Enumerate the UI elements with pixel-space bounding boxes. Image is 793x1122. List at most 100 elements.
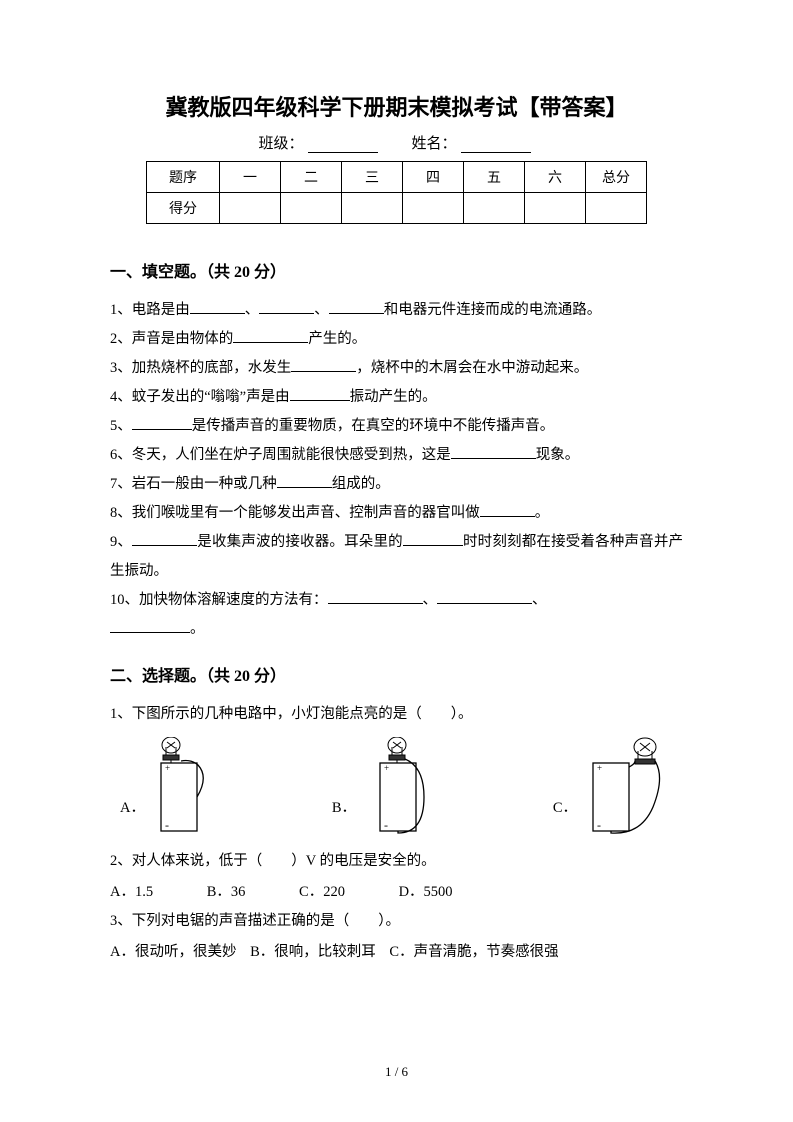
q3-text: ，烧杯中的木屑会在水中游动起来。 [356,360,588,376]
fill-blank[interactable] [480,502,535,517]
q10-text: 10、加快物体溶解速度的方法有： [110,592,328,608]
q9-text: 9、 [110,534,132,550]
opt-a-label: A． [120,796,145,837]
q10-sep: 、 [423,592,438,608]
q4-text: 振动产生的。 [350,389,437,405]
s2-q2-options: A．1.5 B．36 C．220 D．5500 [110,880,683,901]
q10: 10、加快物体溶解速度的方法有： 、 、。 [110,586,683,644]
s2-q1: 1、下图所示的几种电路中，小灯泡能点亮的是（ ）。 [110,700,683,729]
opt-a: A．很动听，很美妙 [110,940,236,961]
opt-d: D．5500 [399,880,453,901]
table-row: 题序 一 二 三 四 五 六 总分 [147,162,647,193]
fill-blank[interactable] [290,386,350,401]
q2: 2、声音是由物体的 产生的。 [110,325,683,354]
score-cell: 二 [281,162,342,193]
page-content: 冀教版四年级科学下册期末模拟考试【带答案】 班级： 姓名： 题序 一 二 三 四… [0,0,793,961]
score-cell[interactable] [220,193,281,224]
circuit-a-icon: + - [151,737,221,837]
score-cell: 三 [342,162,403,193]
q1-text: 1、电路是由 [110,302,190,318]
fill-blank[interactable] [233,328,308,343]
fill-blank[interactable] [403,531,463,546]
fill-blank[interactable] [132,415,192,430]
fill-blank[interactable] [451,444,536,459]
q1-text: 和电器元件连接而成的电流通路。 [384,302,602,318]
opt-c: C．220 [299,880,345,901]
score-cell: 一 [220,162,281,193]
q9: 9、是收集声波的接收器。耳朵里的时时刻刻都在接受着各种声音并产生振动。 [110,528,683,586]
page-number: 1 / 6 [0,1064,793,1080]
q2-text: 产生的。 [308,331,366,347]
svg-text:-: - [165,818,169,832]
score-cell[interactable] [464,193,525,224]
name-blank[interactable] [461,138,531,153]
opt-c: C．声音清脆，节奏感很强 [389,940,558,961]
class-name-row: 班级： 姓名： [110,132,683,153]
q6-text: 6、冬天，人们坐在炉子周围就能很快感受到热，这是 [110,447,451,463]
class-blank[interactable] [308,138,378,153]
class-label: 班级： [258,136,303,152]
fill-blank[interactable] [259,299,314,314]
q10-sep: 、 [532,592,547,608]
q6-text: 现象。 [536,447,580,463]
opt-c-label: C． [553,796,577,837]
score-cell: 四 [403,162,464,193]
q2-text: 2、声音是由物体的 [110,331,233,347]
svg-text:+: + [384,763,389,773]
s2-q3-options: A．很动听，很美妙 B．很响，比较刺耳 C．声音清脆，节奏感很强 [110,940,683,961]
q8-text: 8、我们喉咙里有一个能够发出声音、控制声音的器官叫做 [110,505,480,521]
score-cell[interactable] [281,193,342,224]
opt-b: B．很响，比较刺耳 [250,940,376,961]
q9-text: 是收集声波的接收器。耳朵里的 [197,534,403,550]
score-cell[interactable] [525,193,586,224]
table-row: 得分 [147,193,647,224]
score-cell: 得分 [147,193,220,224]
score-cell: 五 [464,162,525,193]
fill-blank[interactable] [328,589,423,604]
fill-blank[interactable] [110,618,190,633]
q1-sep: 、 [314,302,329,318]
fill-blank[interactable] [329,299,384,314]
score-cell[interactable] [586,193,647,224]
q4: 4、蚊子发出的“嗡嗡”声是由振动产生的。 [110,383,683,412]
q10-text: 。 [190,621,205,637]
option-a: A． + - [120,737,221,837]
s2-q2: 2、对人体来说，低于（ ）V 的电压是安全的。 [110,847,683,876]
fill-blank[interactable] [132,531,197,546]
section-1-title: 一、填空题。（共 20 分） [110,258,683,282]
q7-text: 组成的。 [332,476,390,492]
s2-q3: 3、下列对电锯的声音描述正确的是（ ）。 [110,907,683,936]
doc-title: 冀教版四年级科学下册期末模拟考试【带答案】 [110,90,683,122]
score-cell[interactable] [342,193,403,224]
circuit-options: A． + - B． + - [120,737,673,837]
score-cell[interactable] [403,193,464,224]
svg-text:+: + [165,763,170,773]
q5-text: 5、 [110,418,132,434]
q5: 5、 是传播声音的重要物质，在真空的环境中不能传播声音。 [110,412,683,441]
score-cell: 题序 [147,162,220,193]
option-c: C． + - [553,737,673,837]
option-b: B． + - [332,737,442,837]
name-label: 姓名： [412,136,457,152]
opt-b: B．36 [207,880,246,901]
fill-blank[interactable] [277,473,332,488]
circuit-b-icon: + - [362,737,442,837]
q3: 3、加热烧杯的底部，水发生 ，烧杯中的木屑会在水中游动起来。 [110,354,683,383]
score-table: 题序 一 二 三 四 五 六 总分 得分 [146,161,647,224]
circuit-c-icon: + - [583,737,673,837]
opt-a: A．1.5 [110,880,153,901]
opt-b-label: B． [332,796,356,837]
q8-text: 。 [535,505,550,521]
svg-text:-: - [384,818,388,832]
fill-blank[interactable] [291,357,356,372]
svg-text:-: - [597,818,601,832]
q8: 8、我们喉咙里有一个能够发出声音、控制声音的器官叫做 。 [110,499,683,528]
score-cell: 总分 [586,162,647,193]
q5-text: 是传播声音的重要物质，在真空的环境中不能传播声音。 [192,418,555,434]
q7-text: 7、岩石一般由一种或几种 [110,476,277,492]
fill-blank[interactable] [437,589,532,604]
fill-blank[interactable] [190,299,245,314]
q6: 6、冬天，人们坐在炉子周围就能很快感受到热，这是 现象。 [110,441,683,470]
q3-text: 3、加热烧杯的底部，水发生 [110,360,291,376]
score-cell: 六 [525,162,586,193]
